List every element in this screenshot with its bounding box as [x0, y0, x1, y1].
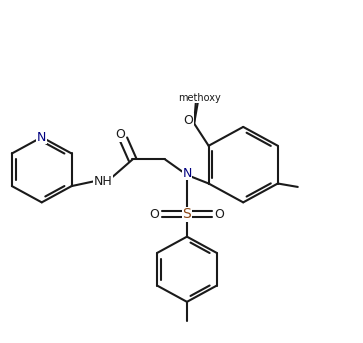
- Text: N: N: [37, 131, 46, 144]
- Text: S: S: [183, 208, 191, 221]
- Text: methoxy: methoxy: [178, 93, 221, 103]
- Text: NH: NH: [94, 175, 113, 188]
- Text: O: O: [184, 114, 193, 127]
- Text: N: N: [182, 167, 192, 180]
- Text: O: O: [115, 128, 125, 141]
- Text: O: O: [215, 208, 225, 221]
- Text: O: O: [149, 208, 159, 221]
